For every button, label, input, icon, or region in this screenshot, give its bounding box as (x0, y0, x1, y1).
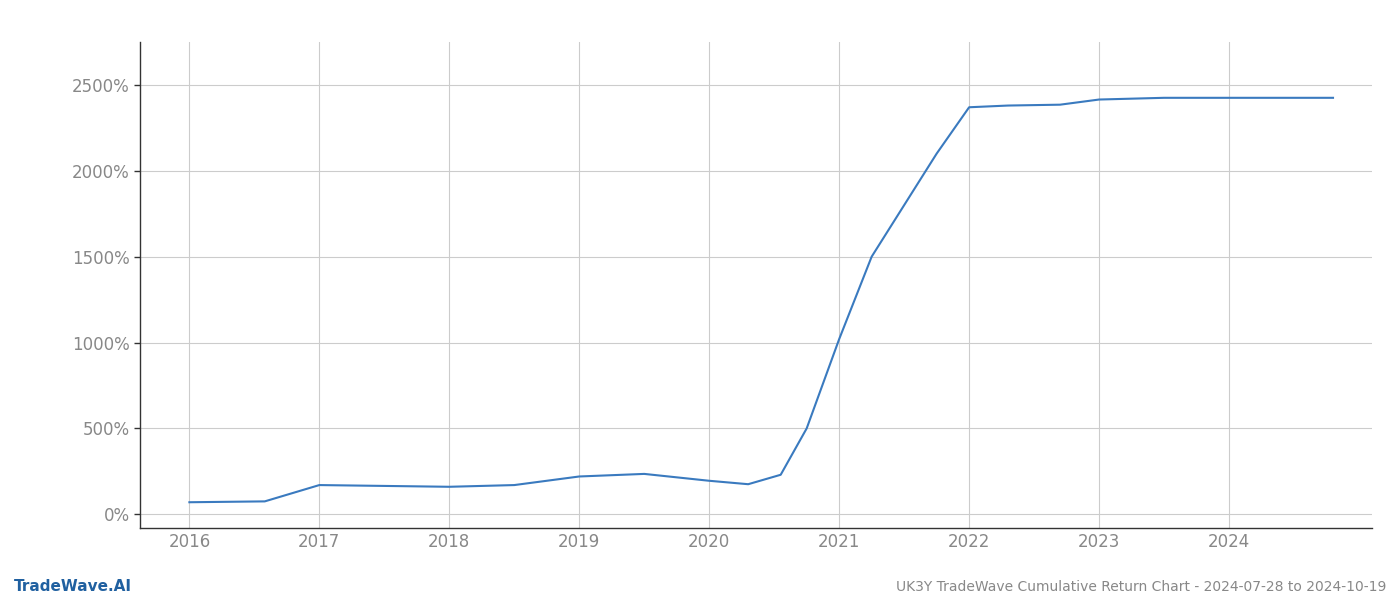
Text: UK3Y TradeWave Cumulative Return Chart - 2024-07-28 to 2024-10-19: UK3Y TradeWave Cumulative Return Chart -… (896, 580, 1386, 594)
Text: TradeWave.AI: TradeWave.AI (14, 579, 132, 594)
